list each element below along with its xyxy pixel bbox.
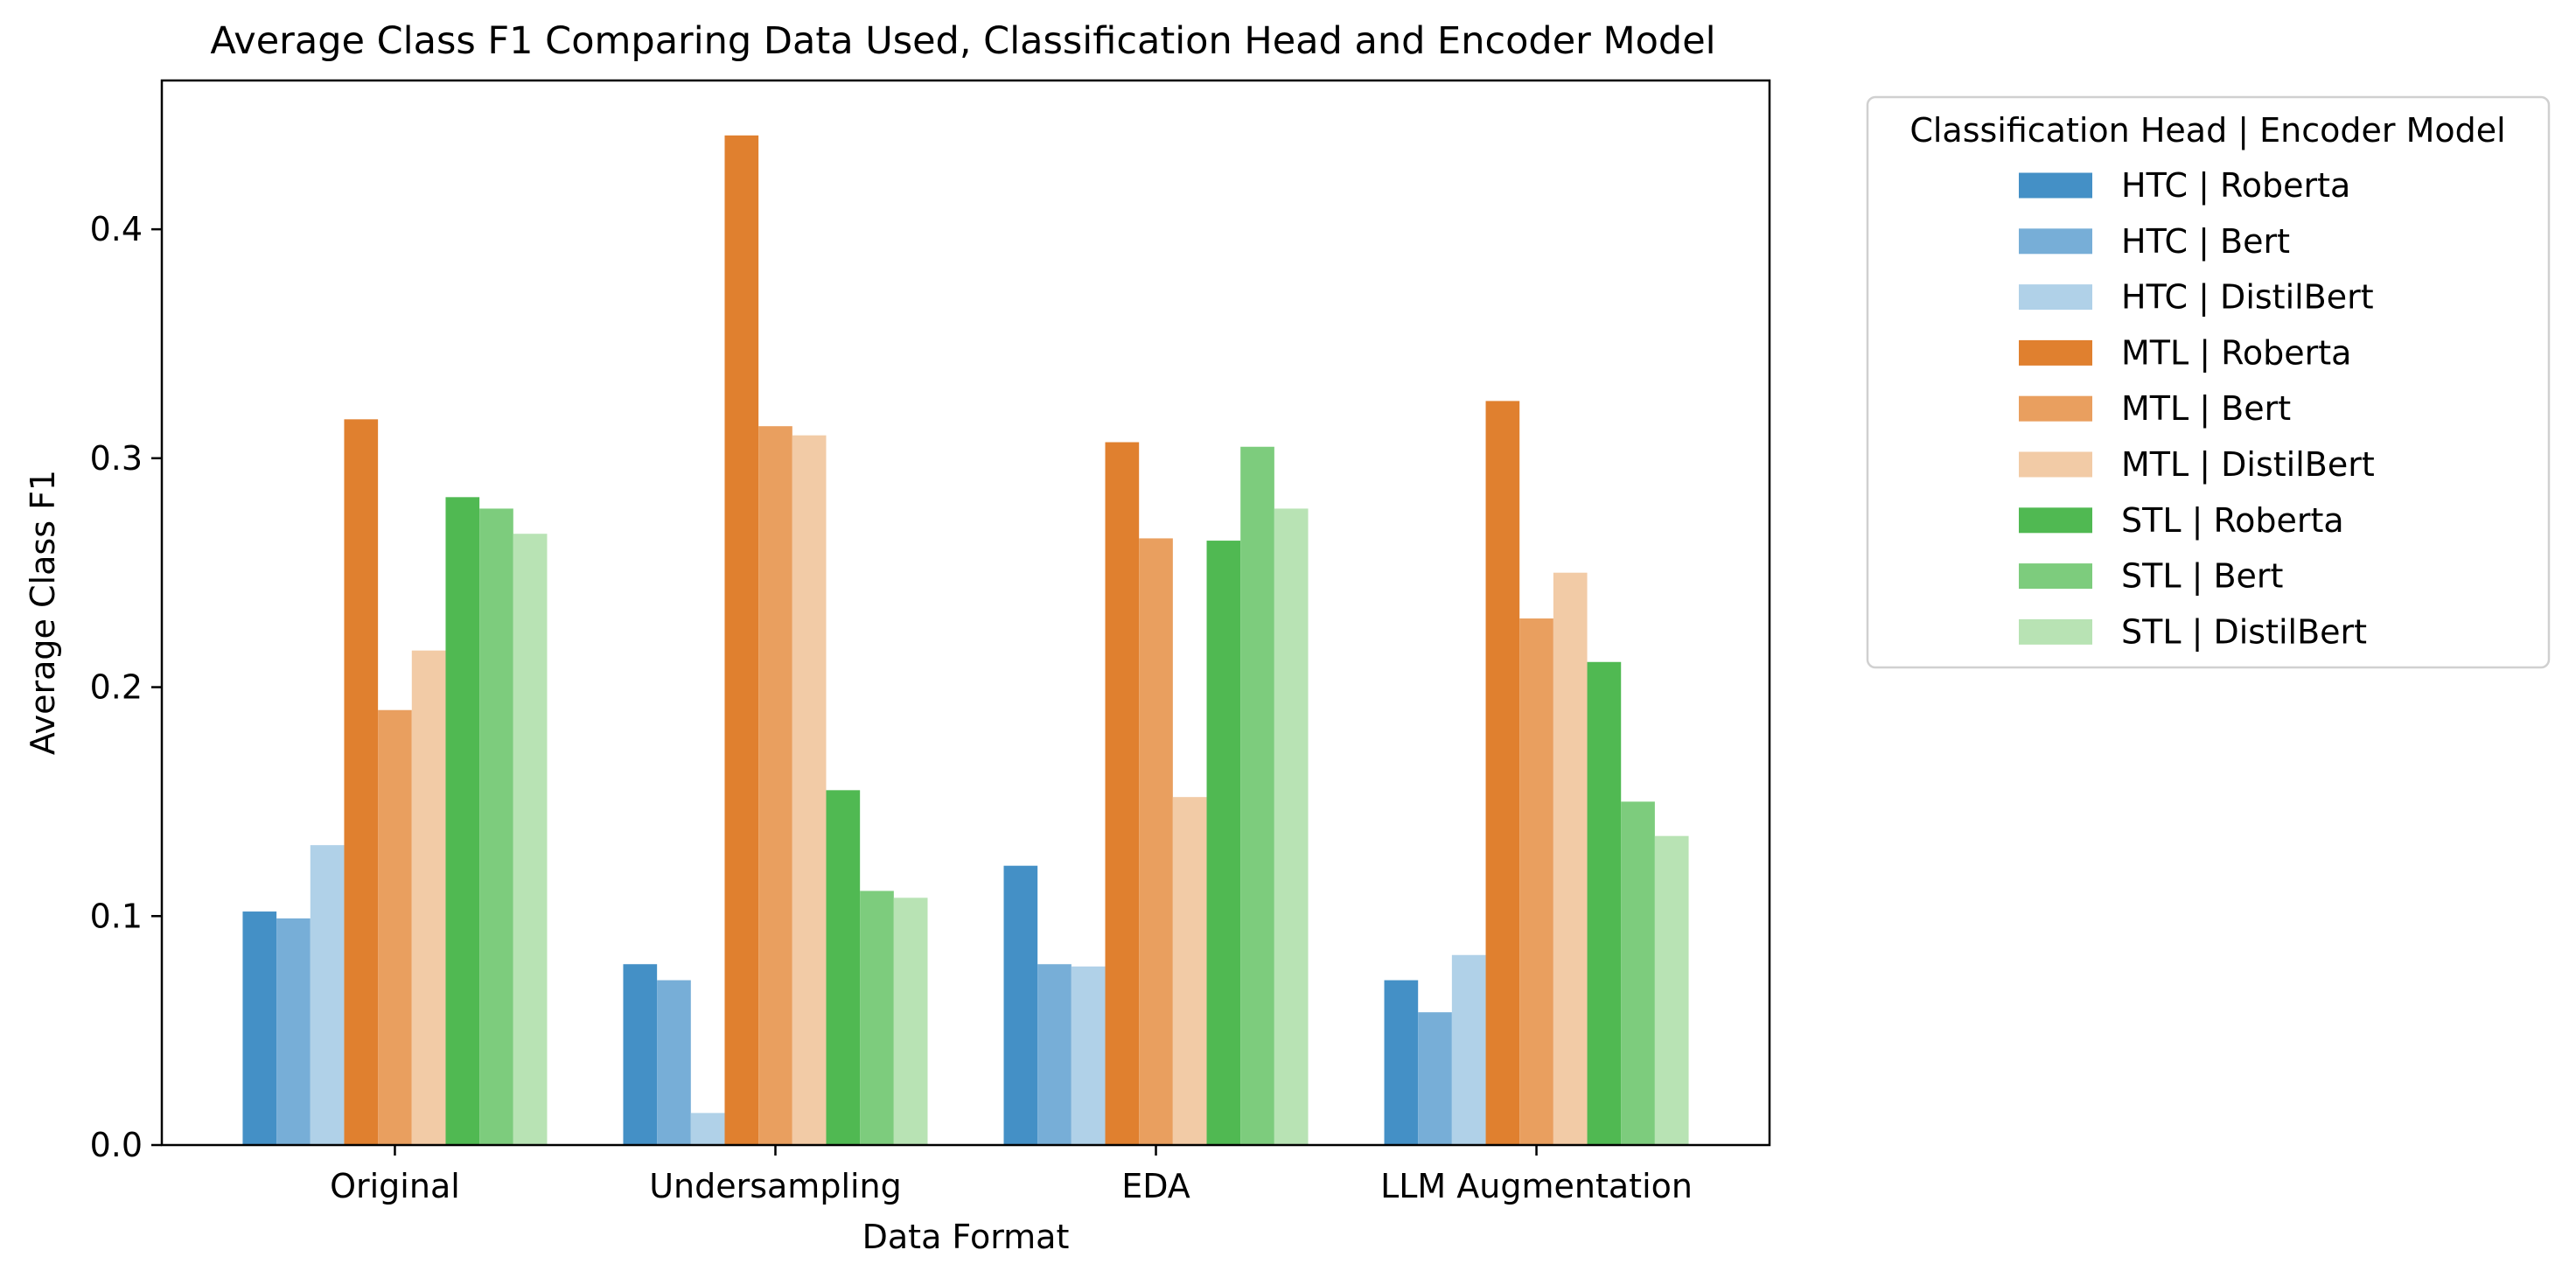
bar-original-stl-bert	[479, 508, 513, 1145]
x-tick-label: EDA	[1121, 1167, 1190, 1205]
legend-item: HTC | Bert	[2019, 222, 2290, 262]
legend-item: MTL | Roberta	[2019, 333, 2351, 373]
bar-original-stl-distilbert	[513, 534, 548, 1145]
bar-llm-augmentation-htc-roberta	[1384, 980, 1419, 1145]
legend-items: HTC | Roberta HTC | Bert HTC | DistilBert M…	[2019, 166, 2375, 652]
bar-eda-mtl-roberta	[1105, 442, 1140, 1145]
bars	[242, 135, 1689, 1146]
x-axis: Original Undersampling EDA LLM Augmentation	[330, 1145, 1693, 1205]
legend-label: STL | DistilBert	[2121, 612, 2367, 652]
bar-undersampling-htc-distilbert	[690, 1113, 725, 1145]
bar-eda-mtl-bert	[1139, 538, 1173, 1145]
bar-eda-stl-roberta	[1206, 541, 1241, 1145]
legend: Classification Head | Encoder Model HTC …	[1866, 95, 2551, 669]
legend-item: STL | DistilBert	[2019, 612, 2367, 652]
legend-item: HTC | DistilBert	[2019, 278, 2374, 318]
bar-original-mtl-roberta	[344, 419, 379, 1146]
bar-llm-augmentation-mtl-distilbert	[1553, 572, 1588, 1145]
bar-undersampling-mtl-roberta	[724, 135, 759, 1145]
legend-label: MTL | DistilBert	[2121, 445, 2375, 485]
bar-llm-augmentation-htc-distilbert	[1451, 954, 1486, 1145]
legend-swatch	[2019, 395, 2092, 422]
bar-undersampling-mtl-bert	[758, 426, 792, 1145]
bar-eda-htc-bert	[1037, 964, 1072, 1145]
legend-swatch	[2019, 618, 2092, 645]
legend-item: HTC | Roberta	[2019, 166, 2350, 206]
bar-original-mtl-distilbert	[411, 650, 446, 1145]
y-tick-label: 0.3	[90, 439, 143, 478]
bar-undersampling-htc-roberta	[623, 964, 658, 1145]
bar-eda-stl-bert	[1240, 446, 1274, 1145]
plot-frame	[160, 79, 1771, 1147]
legend-item: STL | Bert	[2019, 557, 2283, 597]
bar-original-htc-roberta	[242, 911, 277, 1145]
legend-swatch	[2019, 172, 2092, 199]
bar-eda-stl-distilbert	[1274, 508, 1309, 1145]
legend-item: MTL | Bert	[2019, 389, 2291, 429]
bar-llm-augmentation-mtl-bert	[1519, 618, 1553, 1145]
legend-label: STL | Roberta	[2121, 501, 2344, 541]
plot-area: Original Undersampling EDA LLM Augmentation…	[90, 79, 1771, 1205]
y-axis-label: Average Class F1	[24, 470, 62, 755]
legend-title: Classification Head | Encoder Model	[1909, 111, 2505, 150]
y-tick-label: 0.1	[90, 897, 143, 935]
legend-swatch	[2019, 228, 2092, 255]
legend-swatch	[2019, 284, 2092, 311]
bar-eda-htc-distilbert	[1071, 966, 1106, 1145]
bar-original-htc-distilbert	[310, 845, 345, 1145]
legend-label: MTL | Bert	[2121, 389, 2291, 429]
bar-undersampling-mtl-distilbert	[792, 435, 827, 1145]
bar-original-stl-roberta	[445, 497, 480, 1145]
bar-llm-augmentation-htc-bert	[1418, 1012, 1452, 1145]
bar-undersampling-stl-bert	[860, 890, 894, 1145]
legend-item: STL | Roberta	[2019, 501, 2344, 541]
bar-undersampling-stl-roberta	[826, 790, 861, 1145]
legend-label: STL | Bert	[2121, 557, 2283, 597]
bar-original-htc-bert	[276, 918, 311, 1145]
legend-item: MTL | DistilBert	[2019, 445, 2375, 485]
bar-undersampling-stl-distilbert	[893, 897, 928, 1145]
bar-eda-mtl-distilbert	[1172, 797, 1207, 1145]
bar-eda-htc-roberta	[1003, 865, 1038, 1145]
legend-label: HTC | DistilBert	[2121, 278, 2374, 318]
legend-label: HTC | Roberta	[2121, 166, 2350, 206]
y-tick-label: 0.2	[90, 668, 143, 707]
x-tick-label: Undersampling	[649, 1167, 902, 1205]
bar-llm-augmentation-stl-roberta	[1587, 661, 1622, 1145]
legend-swatch	[2019, 339, 2092, 366]
legend-label: HTC | Bert	[2121, 222, 2290, 262]
legend-swatch	[2019, 451, 2092, 478]
bar-llm-augmentation-stl-distilbert	[1654, 835, 1689, 1145]
legend-swatch	[2019, 563, 2092, 590]
bar-llm-augmentation-mtl-roberta	[1485, 401, 1520, 1145]
bar-original-mtl-bert	[378, 709, 412, 1145]
x-tick-label: Original	[330, 1167, 460, 1205]
chart-title: Average Class F1 Comparing Data Used, Cl…	[210, 19, 1715, 63]
x-tick-label: LLM Augmentation	[1380, 1167, 1693, 1205]
y-tick-label: 0.4	[90, 210, 143, 248]
legend-swatch	[2019, 507, 2092, 534]
legend-label: MTL | Roberta	[2121, 333, 2351, 373]
y-axis: 0.0 0.1 0.2 0.3 0.4	[90, 210, 162, 1164]
bar-llm-augmentation-stl-bert	[1621, 801, 1655, 1145]
y-tick-label: 0.0	[90, 1126, 143, 1164]
x-axis-label: Data Format	[862, 1218, 1070, 1256]
bar-undersampling-htc-bert	[657, 980, 691, 1145]
